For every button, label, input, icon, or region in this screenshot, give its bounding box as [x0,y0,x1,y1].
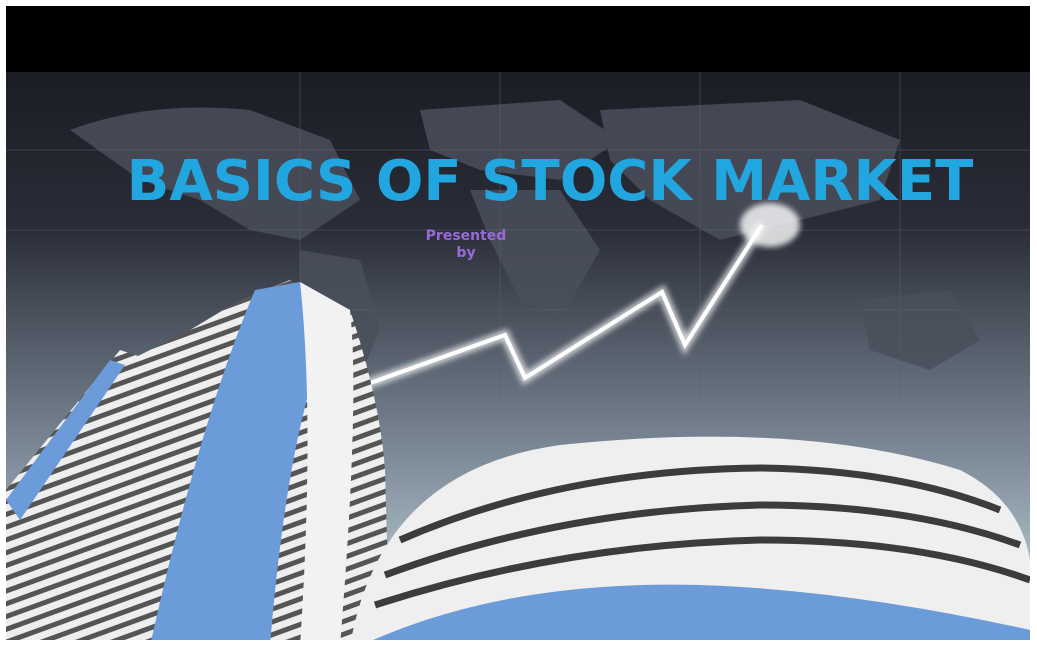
tower-edge [300,282,354,640]
trend-line [344,223,764,394]
dome-band [373,584,1030,640]
tower-blue [151,282,350,640]
subtitle-line: Presented [426,228,507,244]
tower-band [6,360,125,520]
slide-art: BASICS OF STOCK MARKET Presented by [6,6,1030,640]
map-grid [6,72,1030,400]
dome [351,436,1030,640]
tower-back [6,350,150,640]
dome-stripes [373,464,1030,609]
highlight [740,203,800,247]
subtitle-line: by [456,245,475,261]
slide-title: BASICS OF STOCK MARKET [127,149,974,214]
